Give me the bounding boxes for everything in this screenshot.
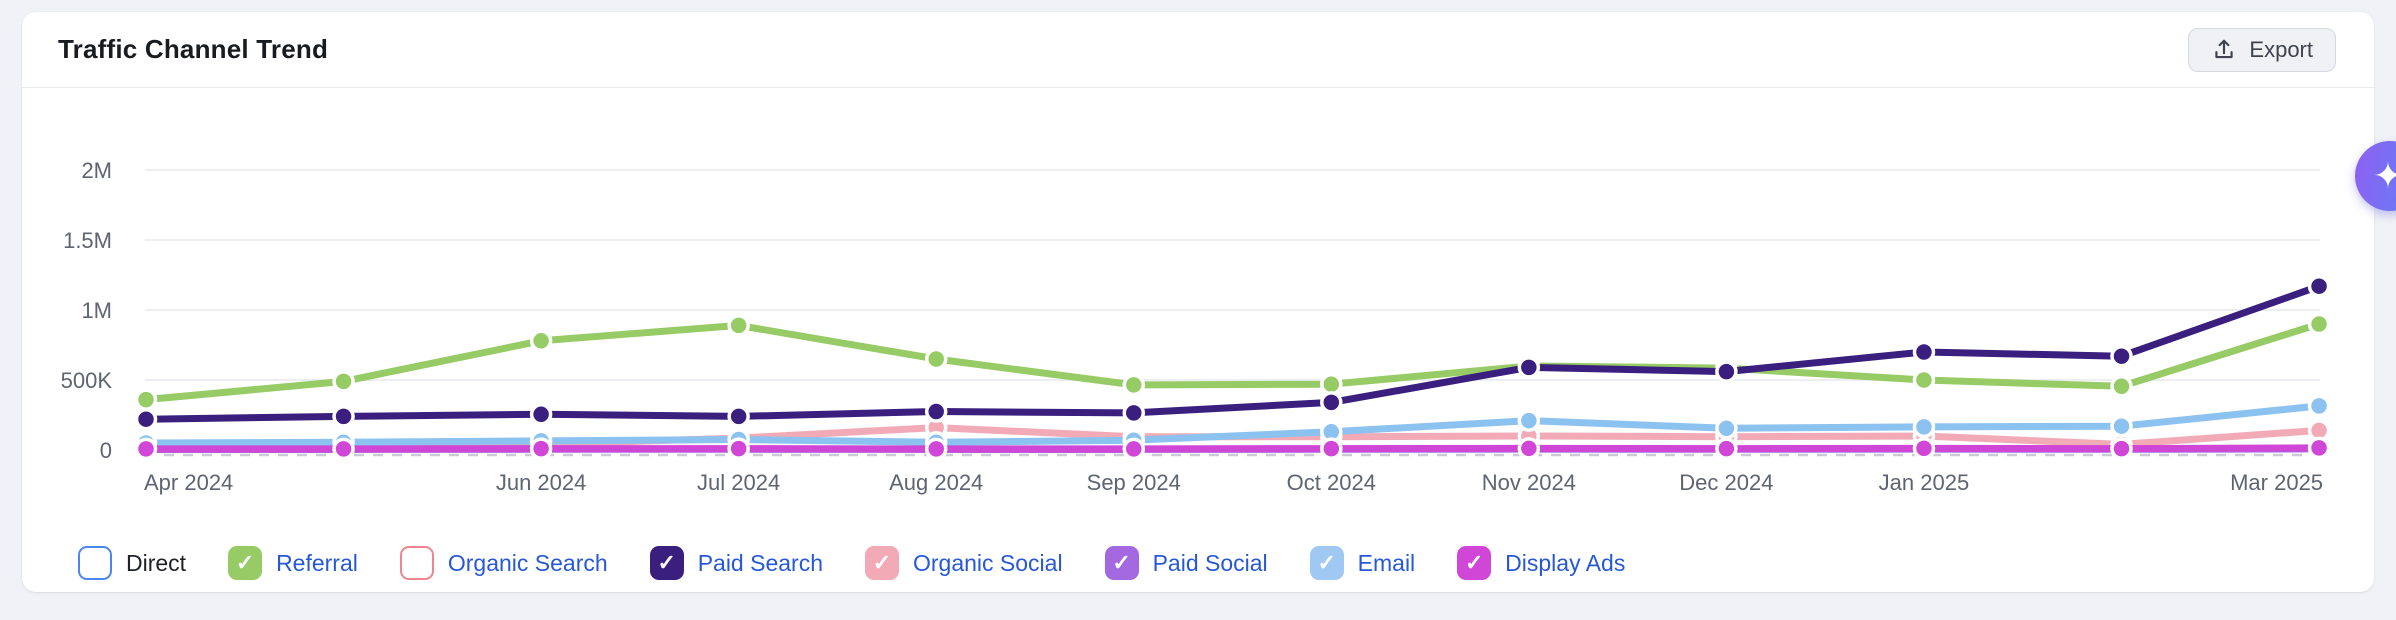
- checkbox-checked-icon[interactable]: ✓: [865, 546, 899, 580]
- legend-label: Organic Search: [447, 549, 608, 576]
- legend-item-direct[interactable]: Direct: [78, 546, 186, 580]
- sparkle-icon: ✦: [2372, 155, 2396, 196]
- checkbox-checked-icon[interactable]: ✓: [228, 546, 263, 580]
- legend-label: Display Ads: [1505, 549, 1626, 576]
- export-button-label: Export: [2249, 36, 2313, 62]
- checkbox-unchecked-icon[interactable]: [78, 546, 112, 580]
- legend-label: Paid Search: [697, 549, 823, 576]
- traffic-channel-trend-card: Traffic Channel Trend Export Direct ✓ Refe…: [22, 12, 2374, 592]
- legend-label: Direct: [126, 549, 187, 576]
- legend-item-organic-search[interactable]: Organic Search: [399, 546, 608, 580]
- legend-label: Paid Social: [1152, 549, 1268, 576]
- legend-item-paid-social[interactable]: ✓ Paid Social: [1104, 546, 1268, 580]
- checkbox-checked-icon[interactable]: ✓: [1457, 546, 1492, 580]
- legend-item-email[interactable]: ✓ Email: [1309, 546, 1416, 580]
- checkbox-checked-icon[interactable]: ✓: [1309, 546, 1344, 580]
- legend-label: Referral: [276, 549, 358, 576]
- export-button[interactable]: Export: [2188, 27, 2336, 72]
- checkbox-unchecked-icon[interactable]: [399, 546, 434, 580]
- legend-item-paid-search[interactable]: ✓ Paid Search: [649, 546, 823, 580]
- legend-item-display-ads[interactable]: ✓ Display Ads: [1457, 546, 1625, 580]
- legend-label: Organic Social: [913, 549, 1063, 576]
- chart-legend: Direct ✓ Referral Organic Search ✓ Paid Searc…: [78, 546, 1625, 580]
- legend-label: Email: [1357, 549, 1416, 576]
- checkbox-checked-icon[interactable]: ✓: [1104, 546, 1139, 580]
- page-title: Traffic Channel Trend: [58, 34, 329, 64]
- legend-item-referral[interactable]: ✓ Referral: [228, 546, 358, 580]
- checkbox-checked-icon[interactable]: ✓: [649, 546, 684, 580]
- legend-item-organic-social[interactable]: ✓ Organic Social: [865, 546, 1063, 580]
- card-header: Traffic Channel Trend Export: [22, 12, 2374, 88]
- upload-icon: [2215, 39, 2234, 58]
